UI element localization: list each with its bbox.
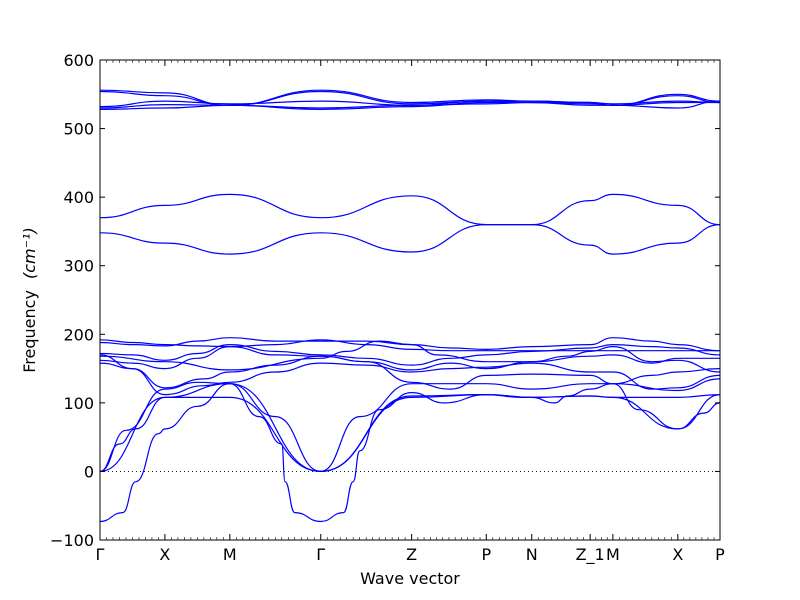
y-tick-label: 500 (63, 120, 94, 139)
y-tick-label: 300 (63, 257, 94, 276)
axes-box (99, 59, 721, 541)
x-tick-label: Z_1 (576, 545, 605, 565)
y-axis-ticks: −100 0 100 200 300 400 500 600 (50, 51, 720, 550)
x-tick-label: P (715, 545, 725, 564)
band-line-3 (99, 383, 721, 473)
phonon-band-lines (99, 89, 721, 523)
x-tick-label: M (223, 545, 237, 564)
x-tick-label: Z (406, 545, 417, 564)
x-tick-label: Γ (316, 545, 325, 564)
band-line-6 (99, 362, 721, 396)
band-line-14 (99, 100, 721, 111)
x-tick-label: X (672, 545, 683, 564)
x-tick-label: N (526, 545, 538, 564)
band-line-2 (99, 378, 721, 473)
band-line-8 (99, 343, 721, 366)
band-line-7 (99, 345, 721, 373)
x-tick-label: M (606, 545, 620, 564)
y-tick-label: 600 (63, 51, 94, 70)
x-tick-label: P (481, 545, 491, 564)
x-axis-ticks: Γ X M Γ Z P N Z_1 M X P (96, 60, 725, 565)
band-line-15 (99, 101, 720, 109)
y-tick-label: 100 (63, 394, 94, 413)
x-tick-label: X (159, 545, 170, 564)
band-line-4 (99, 383, 721, 523)
x-axis-label: Wave vector (360, 569, 460, 588)
y-tick-label: 200 (63, 325, 94, 344)
band-line-11 (99, 340, 720, 371)
y-axis-label: Frequency (cm⁻¹) (20, 227, 39, 372)
band-line-18 (99, 89, 721, 106)
band-line-13 (99, 193, 721, 226)
y-tick-label: 0 (84, 462, 94, 481)
y-tick-label: 400 (63, 188, 94, 207)
band-line-12 (99, 223, 721, 255)
y-tick-label: −100 (50, 531, 94, 550)
band-line-10 (99, 339, 720, 352)
plot-frame (99, 59, 721, 541)
y-axis-label-unit: (cm⁻¹) (20, 227, 39, 279)
x-tick-label: Γ (96, 545, 105, 564)
band-line-5 (99, 354, 721, 390)
y-axis-label-text: Frequency (20, 290, 39, 373)
